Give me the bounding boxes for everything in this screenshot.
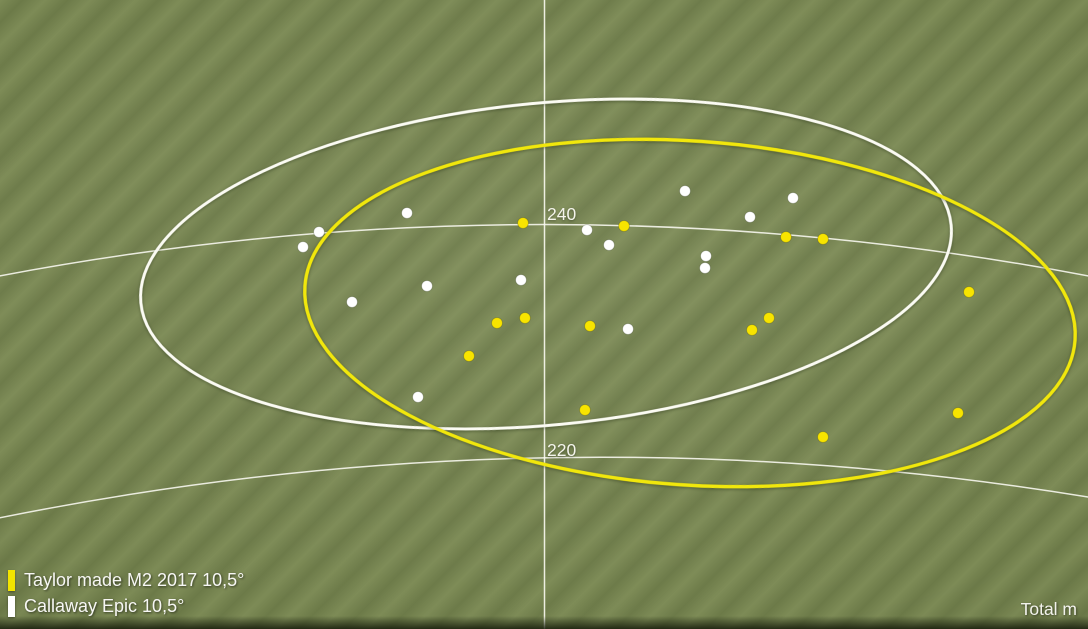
legend-label-callaway: Callaway Epic 10,5° (24, 596, 185, 616)
legend-label-taylormade: Taylor made M2 2017 10,5° (24, 570, 245, 590)
bottom-shade (0, 616, 1088, 629)
dispersion-ellipses (139, 97, 1077, 489)
legend: Taylor made M2 2017 10,5° Callaway Epic … (8, 566, 244, 621)
legend-swatch-white-icon (8, 596, 15, 617)
legend-swatch-yellow-icon (8, 570, 15, 591)
shot-points (297, 185, 975, 443)
axis-unit-label: Total m (1020, 599, 1077, 619)
legend-item-taylormade: Taylor made M2 2017 10,5° (8, 569, 244, 592)
distance-label-220: 220 (547, 440, 576, 460)
legend-item-callaway: Callaway Epic 10,5° (8, 595, 244, 618)
distance-label-240: 240 (547, 204, 576, 224)
